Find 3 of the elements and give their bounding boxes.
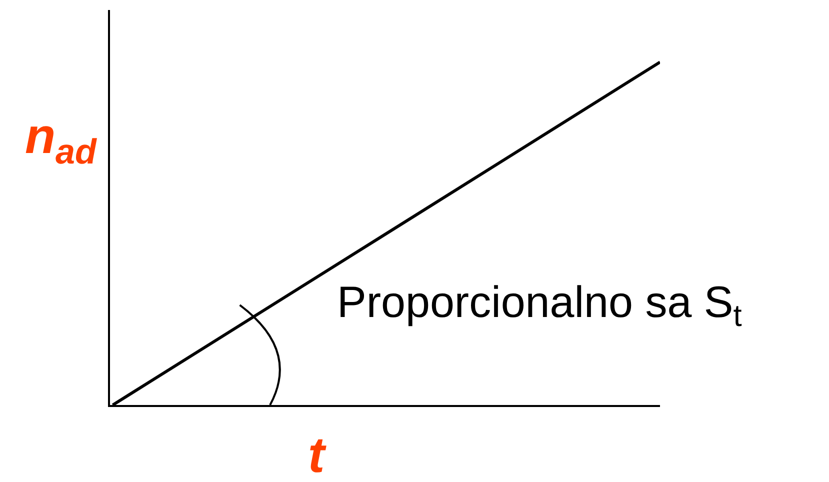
y-axis-title: n$_{ad}$ <box>25 108 98 172</box>
annotation: Proporcionalno sa S$_{t}$ <box>337 278 742 334</box>
x-axis-title: t <box>308 427 327 482</box>
